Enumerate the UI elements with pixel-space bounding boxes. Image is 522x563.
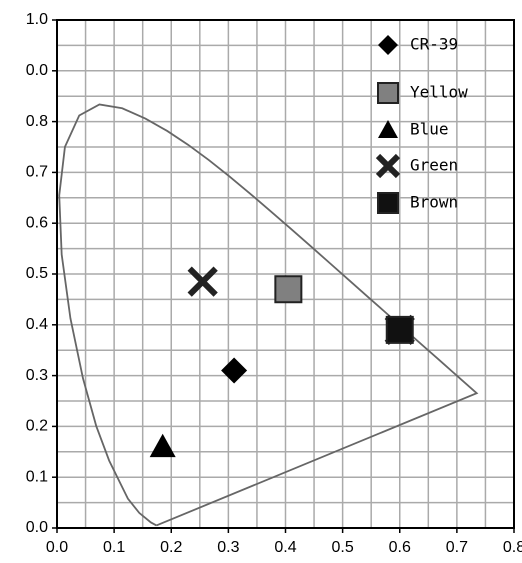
y-tick-label: 0.6 bbox=[26, 214, 48, 231]
x-tick-label: 0.3 bbox=[217, 539, 239, 556]
y-tick-label: 0.0 bbox=[26, 519, 48, 536]
y-tick-label: 0.1 bbox=[26, 468, 48, 485]
x-tick-label: 0.2 bbox=[160, 539, 182, 556]
x-tick-label: 0.1 bbox=[103, 539, 125, 556]
square-marker bbox=[274, 275, 303, 304]
legend-label: CR-39 bbox=[410, 35, 458, 54]
y-tick-label: 0.2 bbox=[26, 418, 48, 435]
legend-marker bbox=[378, 35, 398, 55]
legend-label: Blue bbox=[410, 120, 449, 139]
x-marker bbox=[187, 266, 218, 297]
x-tick-label: 0.0 bbox=[46, 539, 68, 556]
y-tick-label: 1.0 bbox=[26, 11, 48, 28]
y-tick-label: 0.3 bbox=[26, 367, 48, 384]
legend-marker bbox=[375, 153, 401, 179]
triangle-marker bbox=[149, 433, 176, 458]
y-tick-label: 0.5 bbox=[26, 265, 48, 282]
y-tick-label: 0.7 bbox=[26, 164, 48, 181]
y-tick-label: 0.0 bbox=[26, 62, 48, 79]
x-tick-label: 0.5 bbox=[332, 539, 354, 556]
legend-marker bbox=[378, 120, 398, 138]
x-tick-label: 0.6 bbox=[389, 539, 411, 556]
legend-label: Yellow bbox=[410, 83, 468, 102]
x-tick-label: 0.4 bbox=[274, 539, 296, 556]
x-tick-label: 0.7 bbox=[446, 539, 468, 556]
legend-marker bbox=[377, 192, 399, 214]
square-marker bbox=[385, 315, 414, 344]
y-tick-label: 0.4 bbox=[26, 316, 48, 333]
legend-label: Brown bbox=[410, 193, 458, 212]
plot-frame bbox=[56, 19, 515, 529]
spectral-locus bbox=[58, 103, 479, 527]
diamond-marker bbox=[221, 357, 248, 384]
y-tick-label: 0.8 bbox=[26, 113, 48, 130]
x-tick-label: 0.8 bbox=[503, 539, 522, 556]
legend-marker bbox=[377, 82, 399, 104]
legend-label: Green bbox=[410, 156, 458, 175]
